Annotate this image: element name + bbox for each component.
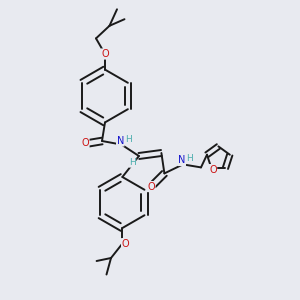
Text: H: H: [129, 158, 136, 167]
Text: N: N: [178, 155, 185, 166]
Text: O: O: [101, 49, 109, 59]
Text: O: O: [147, 182, 155, 192]
Text: O: O: [81, 138, 89, 148]
Text: H: H: [186, 154, 193, 163]
Text: O: O: [209, 165, 217, 175]
Text: O: O: [122, 238, 129, 249]
Text: N: N: [117, 136, 124, 146]
Text: H: H: [125, 135, 132, 144]
